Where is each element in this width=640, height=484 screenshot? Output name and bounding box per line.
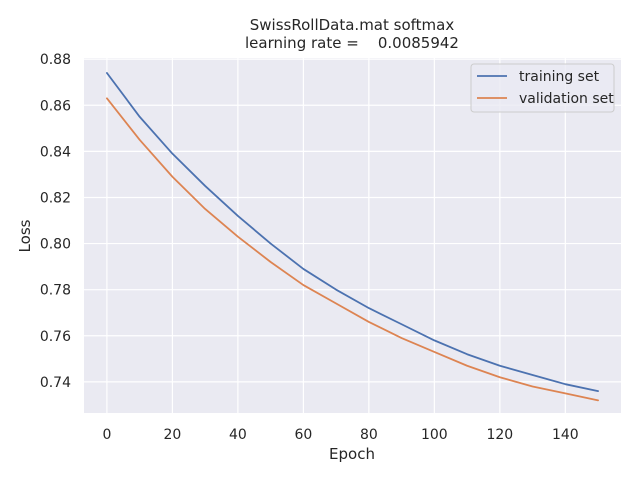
x-tick-label: 60: [294, 427, 312, 443]
y-tick-label: 0.78: [40, 283, 71, 299]
legend-label-training: training set: [519, 69, 600, 85]
series-lines: [106, 72, 599, 402]
y-tick-label: 0.82: [40, 190, 71, 206]
legend: training set validation set: [470, 63, 615, 113]
y-tick-label: 0.80: [40, 237, 71, 253]
y-tick-label: 0.84: [40, 144, 71, 160]
x-tick-label: 0: [102, 427, 111, 443]
grid-lines: [84, 58, 621, 413]
x-tick-label: 100: [421, 427, 448, 443]
chart-title-line1: SwissRollData.mat softmax: [250, 16, 455, 34]
plot-background: [84, 58, 621, 413]
y-tick-label: 0.86: [40, 98, 71, 114]
y-tick-label: 0.74: [40, 375, 71, 391]
tick-labels: 0 20 40 60 80 100 120 140 0.74 0.76 0.78 0.80 0.82 0.…: [40, 52, 579, 443]
series-line-validation: [106, 97, 599, 402]
x-tick-label: 80: [360, 427, 378, 443]
y-tick-label: 0.76: [40, 329, 71, 345]
chart-title-line2: learning rate = 0.0085942: [245, 34, 459, 52]
y-tick-label: 0.88: [40, 52, 71, 68]
y-axis-label: Loss: [16, 219, 34, 252]
series-line-training: [106, 72, 599, 393]
x-tick-label: 140: [552, 427, 579, 443]
x-tick-label: 20: [163, 427, 181, 443]
legend-label-validation: validation set: [519, 91, 614, 107]
x-tick-label: 120: [486, 427, 513, 443]
x-axis-label: Epoch: [329, 445, 375, 463]
x-tick-label: 40: [229, 427, 247, 443]
